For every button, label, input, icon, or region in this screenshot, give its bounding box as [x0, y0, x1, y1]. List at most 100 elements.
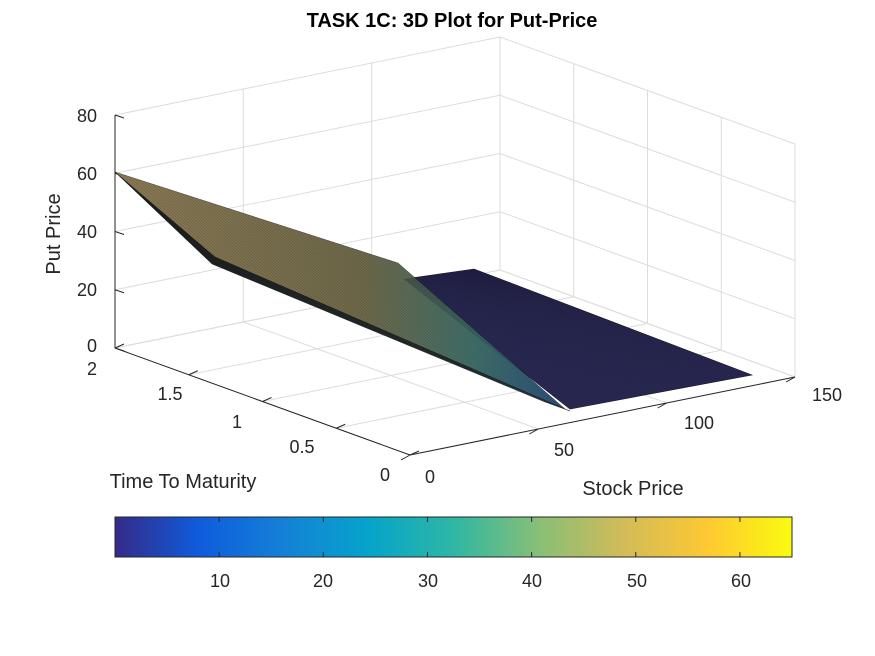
- surface-mesh-line: [327, 240, 477, 373]
- x-tick-label: 100: [684, 413, 714, 433]
- surface-mesh-line: [450, 272, 693, 387]
- surface-mesh-line: [437, 273, 659, 393]
- surface-mesh-line: [152, 183, 260, 282]
- x-tick-mark: [400, 454, 411, 461]
- surface-mesh-line: [228, 208, 354, 321]
- surface-mesh-line: [294, 229, 436, 356]
- surface-mesh-line: [171, 190, 283, 292]
- surface-mesh-line: [185, 194, 301, 299]
- colorbar-tick-label: 30: [418, 571, 438, 591]
- surface-mesh-line: [275, 223, 413, 346]
- surface-mesh-line: [251, 215, 383, 334]
- surface-mesh-line: [449, 272, 690, 387]
- colorbar: [114, 516, 793, 558]
- surface-mesh-line: [407, 278, 581, 408]
- surface-mesh-line: [279, 224, 419, 348]
- x-tick-label: 50: [554, 440, 574, 460]
- colorbar-tick-label: 40: [522, 571, 542, 591]
- surface-mesh-line: [405, 278, 576, 409]
- surface-mesh-line: [439, 273, 664, 392]
- surface-mesh-line: [441, 273, 669, 391]
- surface-mesh-line: [422, 276, 620, 400]
- surface-mesh-line: [190, 196, 307, 302]
- surface-mesh-line: [425, 275, 628, 399]
- surface-mesh-line: [420, 276, 615, 401]
- surface-mesh-line: [448, 272, 688, 388]
- surface-mesh: [114, 171, 753, 410]
- surface-mesh-line: [426, 275, 630, 399]
- surface-mesh-line: [414, 277, 599, 404]
- surface-mesh-line: [419, 276, 612, 402]
- surface-mesh-line: [470, 269, 745, 377]
- surface-mesh-line: [341, 244, 495, 380]
- surface-mesh-line: [237, 211, 366, 326]
- surface-mesh-line: [412, 277, 594, 405]
- surface-mesh-line: [462, 270, 724, 381]
- surface-mesh-line: [423, 275, 623, 400]
- surface-mesh-line: [345, 246, 501, 383]
- surface-mesh-line: [360, 250, 519, 390]
- surface-mesh-line: [270, 221, 407, 344]
- back-wall-grid-line: [114, 94, 501, 174]
- surface-mesh-line: [443, 273, 675, 390]
- x-tick-mark: [785, 376, 796, 383]
- surface-mesh-line: [445, 272, 680, 389]
- z-tick-mark: [114, 347, 125, 352]
- surface-mesh-line: [430, 274, 641, 397]
- surface-mesh-line: [119, 173, 219, 265]
- surface-mesh-line: [415, 277, 602, 404]
- surface-mesh-line: [397, 262, 566, 410]
- y-tick-label: 0.5: [289, 437, 314, 457]
- surface-mesh-line: [246, 214, 377, 331]
- x-axis-label: Stock Price: [582, 478, 683, 500]
- x-tick-mark: [529, 428, 539, 435]
- surface-mesh-line: [232, 209, 360, 324]
- surface-mesh-line: [459, 270, 716, 383]
- surface-mesh-line: [378, 256, 542, 400]
- back-wall-grid-line: [114, 36, 501, 116]
- surface-mesh-line: [444, 272, 677, 390]
- surface-mesh-line: [464, 270, 729, 380]
- y-tick-mark: [114, 343, 125, 349]
- y-tick-mark: [336, 423, 346, 429]
- surface-mesh-line: [421, 276, 617, 401]
- colorbar-tick-label: 60: [731, 571, 751, 591]
- surface-mesh-line: [473, 268, 753, 376]
- surface-front-edge: [114, 171, 571, 412]
- surface-mesh-line: [432, 274, 646, 396]
- surface-mesh-line: [157, 185, 266, 285]
- y-tick-label: 1: [232, 412, 242, 432]
- surface-mesh-line: [124, 174, 224, 268]
- surface-mesh-line: [176, 191, 289, 295]
- surface-mesh-line: [128, 176, 230, 270]
- surface-mesh-line: [336, 243, 489, 378]
- surface-mesh-line: [466, 269, 734, 379]
- surface-mesh-line: [446, 272, 682, 389]
- surface-mesh-line: [411, 277, 591, 406]
- surface-mesh-line: [242, 212, 372, 329]
- z-tick-label: 60: [77, 164, 97, 184]
- surface-mesh-line: [133, 177, 236, 272]
- surface-mesh-line: [454, 271, 703, 385]
- z-tick-label: 20: [77, 280, 97, 300]
- y-axis-label: Time To Maturity: [110, 471, 257, 493]
- surface-mesh-line: [451, 271, 695, 386]
- surface-mesh-line: [195, 197, 313, 304]
- surface-mesh-line: [428, 275, 636, 398]
- surface-mesh-line: [322, 238, 472, 370]
- colorbar-tick-label: 20: [313, 571, 333, 591]
- surface-mesh-line: [429, 275, 638, 397]
- colorbar-ticks: [218, 517, 741, 557]
- surface-mesh-line: [374, 255, 536, 397]
- y-tick-label: 0: [380, 465, 390, 485]
- surface-mesh-line: [298, 230, 442, 358]
- surface-mesh-line: [424, 275, 625, 400]
- surface-mesh-line: [308, 233, 454, 363]
- surface-mesh-line: [440, 273, 667, 392]
- surface-mesh-line: [331, 241, 483, 375]
- z-tick-mark: [114, 231, 125, 235]
- surface-mesh-line: [435, 274, 654, 394]
- surface-mesh-line: [265, 220, 401, 341]
- surface-mesh-line: [457, 271, 711, 384]
- z-tick-label: 80: [77, 106, 97, 126]
